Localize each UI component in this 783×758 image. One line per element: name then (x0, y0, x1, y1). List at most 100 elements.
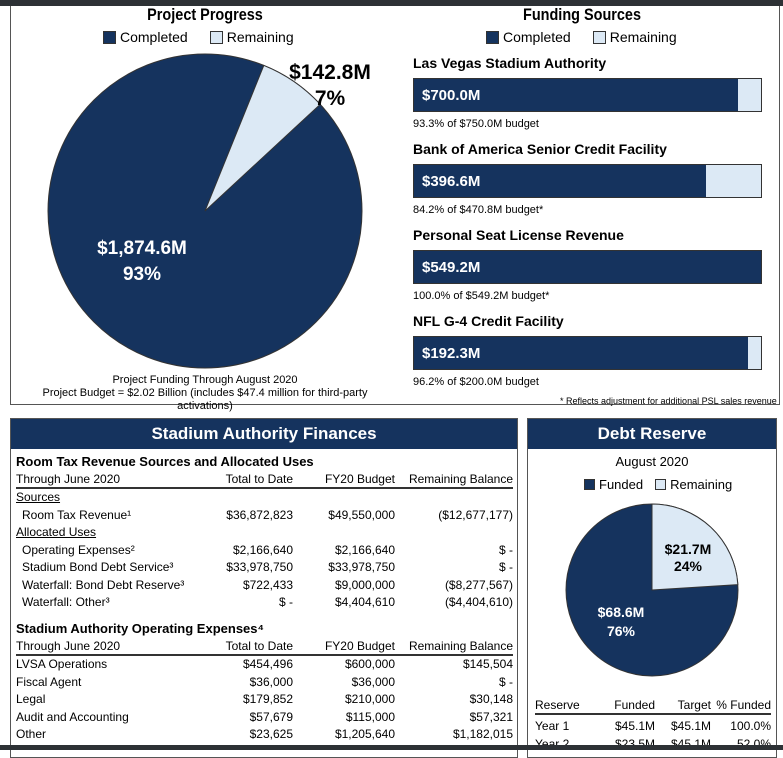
legend-remaining: Remaining (592, 29, 677, 45)
table-cell: Operating Expenses² (22, 542, 135, 557)
header-cell: Total to Date (225, 638, 293, 653)
window-top-bar (0, 0, 783, 6)
table-cell: $115,000 (345, 709, 395, 724)
table-row: Fiscal Agent $36,000 $36,000 $ - (16, 673, 513, 691)
funding-source-name: Bank of America Senior Credit Facility (413, 141, 667, 157)
table-row: Audit and Accounting $57,679 $115,000 $57,3… (16, 708, 513, 726)
funding-footnote: * Reflects adjustment for additional PSL… (560, 396, 777, 406)
remaining-pct: 7% (314, 87, 346, 110)
table-cell: $ - (278, 595, 293, 610)
table-cell: $33,978,750 (226, 560, 293, 575)
table-cell: $1,205,640 (334, 727, 395, 742)
opex-title: Stadium Authority Operating Expenses⁴ (16, 621, 264, 636)
table-cell: $ - (498, 674, 513, 689)
table-cell: $2,166,640 (232, 542, 293, 557)
table-row: LVSA Operations $454,496 $600,000 $145,504 (16, 656, 513, 674)
legend-completed: Completed (486, 29, 571, 45)
legend-label: Completed (503, 29, 571, 45)
table-cell: Year 1 (535, 719, 570, 734)
funding-source-name: Personal Seat License Revenue (413, 227, 624, 243)
legend-label: Completed (120, 29, 188, 45)
legend-label: Remaining (670, 477, 733, 492)
finances-panel: Stadium Authority Finances (10, 418, 518, 758)
table-cell: $179,852 (242, 692, 293, 707)
project-progress-title: Project Progress (147, 5, 263, 24)
window-bottom-bar (0, 745, 783, 750)
room-tax-title: Room Tax Revenue Sources and Allocated U… (16, 454, 314, 469)
debt-reserve-header: Debt Reserve (528, 419, 776, 449)
bar-fill: $396.6M (414, 165, 707, 197)
table-cell: 100.0% (730, 719, 771, 734)
bar-fill: $192.3M (414, 337, 748, 369)
table-cell: ($4,404,610) (444, 595, 513, 610)
table-row: Waterfall: Bond Debt Reserve³ $722,433 $9,… (16, 576, 513, 594)
funding-legend: Completed Remaining (486, 29, 677, 45)
table-cell: $57,679 (249, 709, 293, 724)
header-cell: FY20 Budget (324, 471, 395, 486)
funding-progress-bar: $549.2M (413, 250, 762, 284)
funding-source-name: Las Vegas Stadium Authority (413, 55, 607, 71)
debt-pie (565, 503, 739, 677)
legend-remaining: Remaining (655, 477, 732, 492)
remaining-swatch (655, 479, 667, 490)
remaining-pct: 24% (673, 558, 703, 574)
project-pie (47, 53, 363, 369)
table-cell: $722,433 (242, 577, 293, 592)
table-cell: Fiscal Agent (16, 674, 82, 689)
table-row: Stadium Bond Debt Service³ $33,978,750 $33… (16, 559, 513, 577)
completed-label: $1,874.6M 93% (82, 236, 202, 288)
table-row: Year 1 $45.1M $45.1M 100.0% (535, 718, 771, 736)
table-cell: $2,166,640 (334, 542, 395, 557)
table-cell: $600,000 (344, 657, 395, 672)
table-cell: Audit and Accounting (16, 709, 129, 724)
completed-swatch (103, 30, 116, 44)
header-cell: Reserve (535, 697, 580, 712)
table-cell: $30,148 (469, 692, 513, 707)
debt-legend: Funded Remaining (584, 477, 732, 492)
footnote-line: Project Funding Through August 2020 (112, 374, 298, 386)
table-cell: $1,182,015 (452, 727, 513, 742)
bar-fill: $700.0M (414, 79, 738, 111)
table-cell: LVSA Operations (16, 657, 108, 672)
header-cell: % Funded (716, 697, 771, 712)
table-row: Operating Expenses² $2,166,640 $2,166,640 $… (16, 541, 513, 559)
table-cell: $36,000 (351, 674, 395, 689)
table-cell: $45.1M (614, 719, 655, 734)
debt-subtitle: August 2020 (615, 454, 689, 469)
header-cell: FY20 Budget (324, 638, 395, 653)
funding-caption: 93.3% of $750.0M budget (413, 118, 539, 130)
header-cell: Through June 2020 (16, 471, 121, 486)
table-cell: $45.1M (670, 719, 711, 734)
table-cell: $4,404,610 (334, 595, 395, 610)
funding-caption: 100.0% of $549.2M budget* (413, 290, 550, 302)
header-cell: Funded (614, 697, 655, 712)
legend-remaining: Remaining (209, 29, 294, 45)
table-cell: Waterfall: Other³ (22, 595, 110, 610)
completed-pct: 93% (122, 264, 162, 285)
progress-panel (10, 6, 780, 405)
table-cell: Room Tax Revenue¹ (22, 507, 132, 522)
funded-swatch (584, 479, 595, 490)
table-cell: $36,000 (249, 674, 293, 689)
header-cell: Remaining Balance (408, 471, 513, 486)
table-header: Reserve Funded Target % Funded (535, 697, 771, 715)
table-cell: $23,625 (249, 727, 293, 742)
funding-caption: 84.2% of $470.8M budget* (413, 204, 544, 216)
project-legend: Completed Remaining (103, 29, 294, 45)
table-row: Waterfall: Other³ $ - $4,404,610 ($4,404,61… (16, 594, 513, 612)
remaining-swatch (592, 30, 606, 44)
remaining-label: $142.8M 7% (285, 60, 375, 112)
table-cell: ($8,277,567) (444, 577, 513, 592)
table-cell: Waterfall: Bond Debt Reserve³ (22, 577, 185, 592)
uses-label: Allocated Uses (16, 525, 97, 540)
sources-label: Sources (16, 490, 61, 505)
table-row: Room Tax Revenue¹ $36,872,823 $49,550,000 (… (16, 506, 513, 524)
funding-progress-bar: $192.3M (413, 336, 762, 370)
footnote-line: Project Budget = $2.02 Billion (includes… (42, 387, 368, 412)
header-cell: Total to Date (225, 471, 293, 486)
finances-header: Stadium Authority Finances (11, 419, 517, 449)
legend-label: Remaining (609, 29, 677, 45)
header-cell: Target (677, 697, 711, 712)
project-footnote: Project Funding Through August 2020 Proje… (20, 374, 390, 413)
legend-completed: Completed (103, 29, 188, 45)
